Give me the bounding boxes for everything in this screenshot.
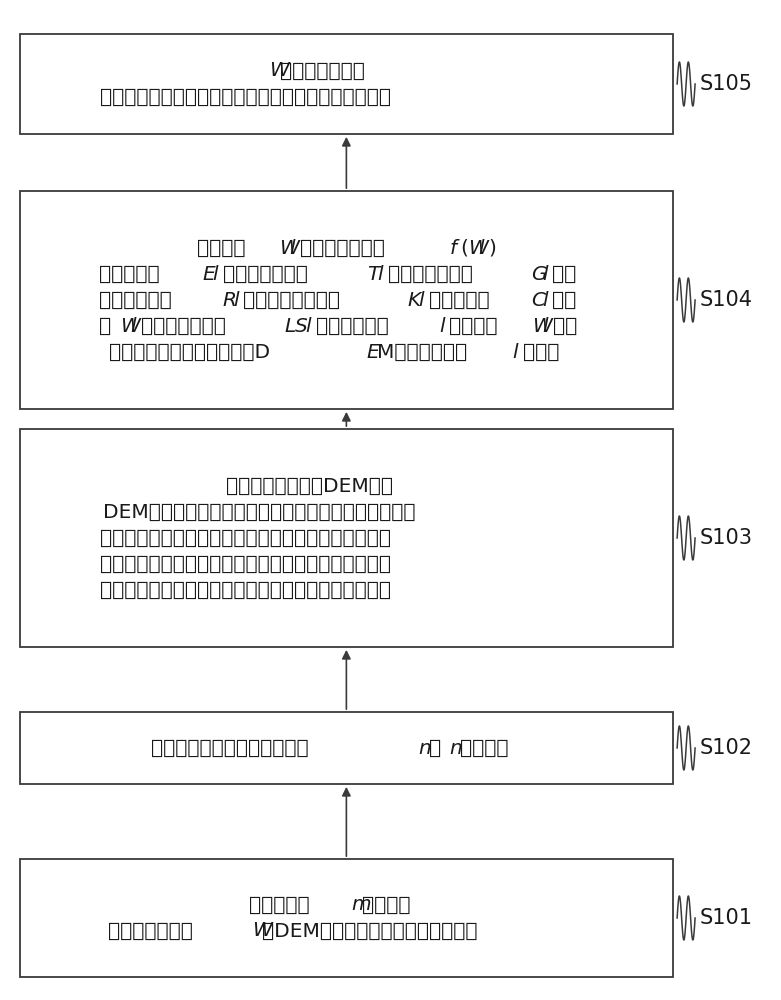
Bar [20,191,673,409]
Text: 统计每年各子流域的降雨场次: 统计每年各子流域的降雨场次 [151,738,308,758]
Text: 、耕作措施因子: 、耕作措施因子 [223,265,308,284]
Text: 、土壤可蚀性因子: 、土壤可蚀性因子 [244,290,341,310]
Text: l: l [512,343,518,362]
Text: T: T [367,265,379,284]
Text: 的坡度坡长因子: 的坡度坡长因子 [141,317,226,336]
Text: 的DEM地形数据和遥感影像，将待测: 的DEM地形数据和遥感影像，将待测 [262,922,478,940]
Text: l: l [478,239,483,258]
Text: 、工: 、工 [552,290,576,310]
Text: ): ) [489,239,497,258]
Text: S102: S102 [700,738,753,758]
Text: n: n [449,738,462,758]
Text: l: l [377,265,383,284]
Text: L: L [284,317,295,336]
Text: 的年侵蚀产沙量: 的年侵蚀产沙量 [300,239,391,258]
Bar [20,859,673,977]
Text: (: ( [460,239,468,258]
Text: W: W [532,317,551,336]
Text: 根据待预测流域: 根据待预测流域 [108,922,193,940]
Text: S103: S103 [700,528,753,548]
Text: l: l [212,265,218,284]
Text: l: l [439,317,444,336]
Text: 根据更新后的待预测流域的D: 根据更新后的待预测流域的D [109,343,269,362]
Text: 个子流域: 个子流域 [450,317,498,336]
Text: 降雨后的侵蚀产沙量及其空间分布，更新每个子流域的: 降雨后的侵蚀产沙量及其空间分布，更新每个子流域的 [100,528,390,548]
Text: G: G [531,265,547,284]
Text: ，并且根据第: ，并且根据第 [316,317,388,336]
Text: 程措施因子: 程措施因子 [99,265,160,284]
Text: E: E [202,265,215,284]
Text: W: W [251,922,272,940]
Text: DEM数据，直至每年最后一次降雨计算结束，得到更新: DEM数据，直至每年最后一次降雨计算结束，得到更新 [103,502,415,521]
Text: l: l [542,317,547,336]
Text: 为自然数: 为自然数 [459,738,508,758]
Text: R: R [223,290,237,310]
Text: 个子流域: 个子流域 [362,896,410,914]
Text: n: n [418,738,431,758]
Text: ，: ， [429,738,440,758]
Text: 计算所有子流域的年侵蚀产沙量之和，作为待预测流域: 计算所有子流域的年侵蚀产沙量之和，作为待预测流域 [100,88,390,106]
Text: K: K [408,290,421,310]
Text: W: W [119,317,140,336]
Text: 的降: 的降 [553,317,577,336]
Text: l: l [542,290,547,310]
Text: 算子流域: 算子流域 [197,239,245,258]
Text: f: f [450,239,457,258]
Text: l: l [542,265,547,284]
Text: l: l [233,290,239,310]
Text: l: l [130,317,136,336]
Text: W: W [269,62,289,81]
Bar [20,34,673,134]
Text: S: S [294,317,308,336]
Text: E: E [367,343,380,362]
Text: m: m [351,896,371,914]
Text: S104: S104 [700,290,753,310]
Text: l: l [289,239,294,258]
Text: 侵蚀产沙量及其空间分布，并根据所述每个子流域每次: 侵蚀产沙量及其空间分布，并根据所述每个子流域每次 [100,554,390,573]
Text: 的年侵蚀产沙量: 的年侵蚀产沙量 [280,62,365,81]
Text: 雨侵蚀力因子: 雨侵蚀力因子 [99,290,172,310]
Text: l: l [419,290,424,310]
Text: C: C [531,290,545,310]
Text: W: W [279,239,298,258]
Text: 、植被因子: 、植被因子 [429,290,490,310]
Text: l: l [305,317,311,336]
Text: 域: 域 [99,317,111,336]
Text: 和沟蚀系数因子: 和沟蚀系数因子 [387,265,473,284]
Text: M数据，计算第: M数据，计算第 [377,343,467,362]
Text: W: W [468,239,487,258]
Text: 个子流: 个子流 [522,343,559,362]
Text: S101: S101 [700,908,753,928]
Text: ，计: ，计 [552,265,576,284]
Text: S105: S105 [700,74,753,94]
Text: 后的待预测流域的DEM数据: 后的待预测流域的DEM数据 [226,477,393,495]
Bar [20,429,673,647]
Text: 流域划分为: 流域划分为 [248,896,309,914]
Bar [20,712,673,784]
Text: 根据分布式产沙机理模型计算每个子流域每次降雨后的: 根据分布式产沙机理模型计算每个子流域每次降雨后的 [100,580,390,599]
